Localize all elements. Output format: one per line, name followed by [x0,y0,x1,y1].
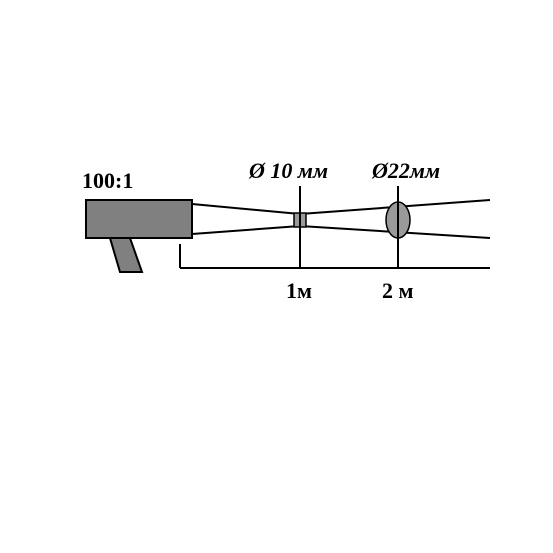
tick-1m-label: 1м [286,278,312,304]
tick-2m-label: 2 м [382,278,414,304]
pyrometer-grip [110,238,142,272]
ratio-label: 100:1 [82,168,133,194]
diagram-stage: 100:1 Ø 10 мм Ø22мм 1м 2 м [0,0,553,553]
spot-2m-label: Ø22мм [372,158,440,184]
pyrometer-body [86,200,192,238]
beam-top-left [192,204,300,214]
spot-1m-label: Ø 10 мм [249,158,328,184]
beam-bot-left [192,226,300,234]
diagram-svg [0,0,553,553]
